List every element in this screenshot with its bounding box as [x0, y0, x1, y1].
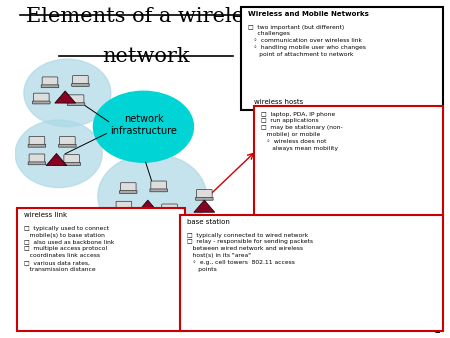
- FancyBboxPatch shape: [18, 208, 185, 331]
- FancyBboxPatch shape: [150, 189, 167, 192]
- Text: Wireless and Mobile Networks: Wireless and Mobile Networks: [248, 11, 369, 17]
- Circle shape: [98, 154, 207, 238]
- Text: Elements of a wireless: Elements of a wireless: [26, 7, 265, 26]
- FancyBboxPatch shape: [64, 155, 80, 164]
- FancyBboxPatch shape: [29, 154, 45, 163]
- Polygon shape: [46, 153, 67, 166]
- FancyBboxPatch shape: [68, 103, 85, 105]
- Text: base station: base station: [187, 219, 230, 225]
- Text: 1: 1: [434, 324, 441, 335]
- FancyBboxPatch shape: [180, 215, 444, 331]
- FancyBboxPatch shape: [196, 197, 213, 200]
- FancyBboxPatch shape: [115, 209, 133, 212]
- Text: network
infrastructure: network infrastructure: [110, 114, 177, 136]
- FancyBboxPatch shape: [59, 137, 75, 145]
- FancyBboxPatch shape: [63, 163, 81, 165]
- FancyBboxPatch shape: [42, 77, 58, 86]
- Circle shape: [15, 120, 102, 188]
- Ellipse shape: [94, 91, 194, 162]
- FancyBboxPatch shape: [41, 85, 59, 88]
- Polygon shape: [346, 201, 367, 213]
- Circle shape: [24, 59, 111, 127]
- FancyBboxPatch shape: [58, 144, 76, 147]
- FancyBboxPatch shape: [241, 7, 444, 110]
- Polygon shape: [137, 200, 158, 212]
- Text: □  two important (but different)
     challenges
   ◦  communication over wirele: □ two important (but different) challeng…: [248, 25, 366, 57]
- FancyBboxPatch shape: [68, 95, 84, 104]
- FancyBboxPatch shape: [162, 204, 177, 213]
- FancyBboxPatch shape: [29, 137, 45, 145]
- FancyBboxPatch shape: [161, 212, 178, 215]
- Polygon shape: [55, 91, 76, 103]
- Text: wireless hosts: wireless hosts: [254, 99, 304, 105]
- FancyBboxPatch shape: [72, 76, 88, 84]
- FancyBboxPatch shape: [121, 183, 136, 192]
- FancyBboxPatch shape: [197, 190, 212, 198]
- FancyBboxPatch shape: [28, 162, 46, 165]
- Text: network: network: [102, 47, 189, 66]
- Text: □  typically used to connect
   mobile(s) to base station
□  also used as backbo: □ typically used to connect mobile(s) to…: [24, 226, 114, 272]
- FancyBboxPatch shape: [72, 83, 89, 86]
- FancyBboxPatch shape: [151, 181, 166, 190]
- FancyBboxPatch shape: [32, 101, 50, 104]
- FancyBboxPatch shape: [119, 191, 137, 193]
- Polygon shape: [194, 200, 215, 212]
- Text: □  typically connected to wired network
□  relay - responsible for sending packe: □ typically connected to wired network □…: [187, 233, 313, 271]
- Text: wireless link: wireless link: [24, 212, 67, 218]
- FancyBboxPatch shape: [28, 144, 46, 147]
- FancyBboxPatch shape: [254, 106, 444, 220]
- Text: □  laptop, PDA, IP phone
□  run applications
□  may be stationary (non-
   mobil: □ laptop, PDA, IP phone □ run applicatio…: [261, 112, 342, 150]
- FancyBboxPatch shape: [33, 93, 49, 102]
- FancyBboxPatch shape: [116, 201, 132, 210]
